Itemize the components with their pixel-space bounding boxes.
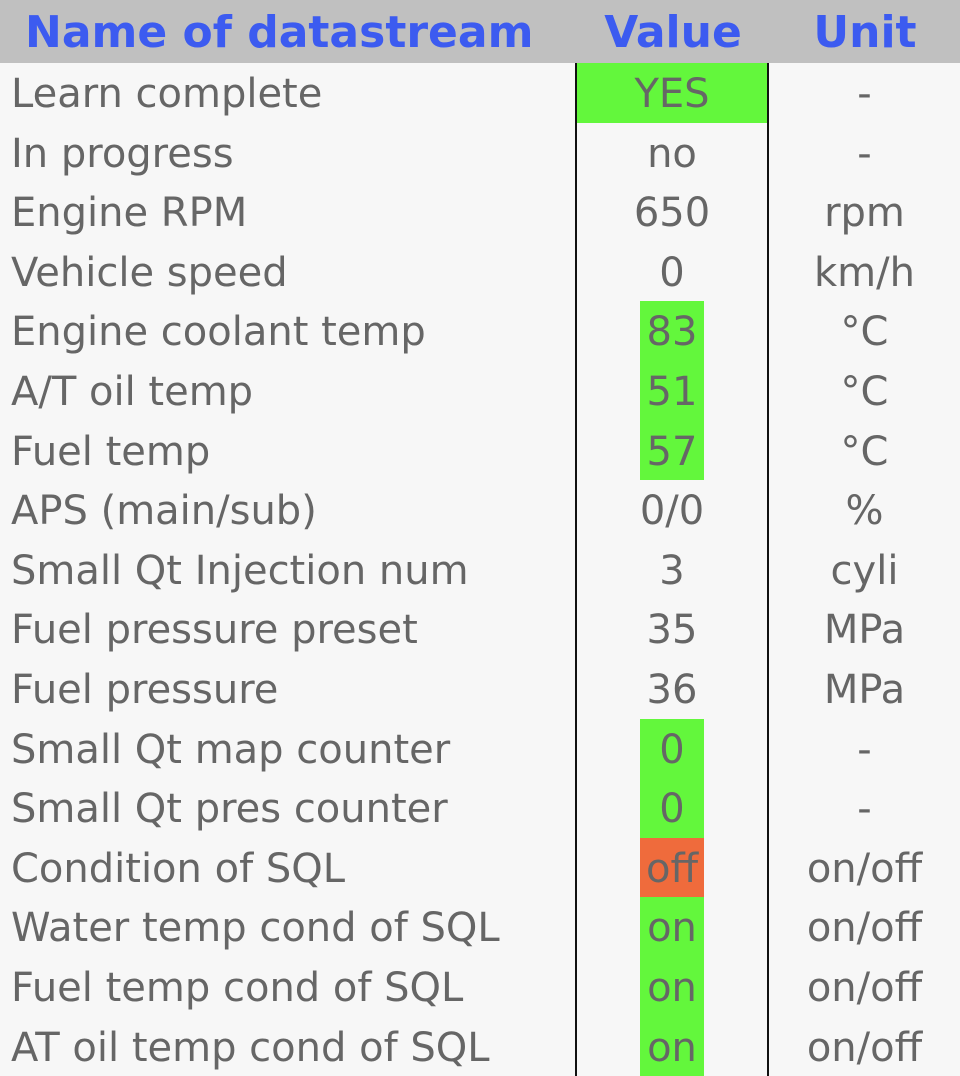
datastream-value-cell: 0 bbox=[577, 718, 767, 779]
datastream-value: 650 bbox=[633, 190, 711, 237]
datastream-unit: - bbox=[857, 786, 872, 833]
value-column-left-border bbox=[575, 63, 577, 1076]
datastream-list[interactable]: Learn complete YES - In progress no - Engine R… bbox=[0, 63, 960, 1076]
table-row[interactable]: Water temp cond of SQL on on/off bbox=[0, 897, 960, 957]
datastream-value-highlighted: off bbox=[640, 837, 704, 898]
datastream-unit: km/h bbox=[814, 249, 915, 296]
datastream-value-cell: 57 bbox=[577, 420, 767, 481]
datastream-name: In progress bbox=[11, 130, 234, 177]
datastream-value-cell: YES bbox=[577, 63, 767, 123]
datastream-value-cell: 3 bbox=[577, 540, 767, 600]
datastream-name: AT oil temp cond of SQL bbox=[11, 1024, 490, 1071]
header-value-column: Value bbox=[604, 7, 742, 58]
datastream-unit: rpm bbox=[824, 190, 905, 237]
datastream-unit: - bbox=[857, 71, 872, 117]
datastream-unit: on/off bbox=[806, 1024, 923, 1071]
datastream-value: 0/0 bbox=[639, 488, 705, 535]
datastream-value: 36 bbox=[646, 666, 698, 713]
datastream-unit: °C bbox=[840, 428, 889, 475]
datastream-value-highlighted: 0 bbox=[640, 718, 704, 779]
datastream-value-highlighted: on bbox=[640, 956, 704, 1017]
datastream-value-cell: 650 bbox=[577, 182, 767, 242]
table-row[interactable]: Fuel pressure 36 MPa bbox=[0, 659, 960, 719]
table-row[interactable]: AT oil temp cond of SQL on on/off bbox=[0, 1016, 960, 1076]
table-header: Name of datastream Value Unit bbox=[0, 0, 960, 63]
table-row[interactable]: Small Qt pres counter 0 - bbox=[0, 778, 960, 838]
datastream-name: APS (main/sub) bbox=[11, 488, 317, 535]
datastream-value-cell: no bbox=[577, 123, 767, 183]
table-row[interactable]: Small Qt map counter 0 - bbox=[0, 718, 960, 779]
datastream-unit: on/off bbox=[806, 905, 923, 952]
datastream-unit: on/off bbox=[806, 845, 923, 892]
datastream-value-cell: off bbox=[577, 837, 767, 898]
datastream-unit: on/off bbox=[806, 964, 923, 1011]
datastream-value: no bbox=[647, 130, 697, 177]
table-row[interactable]: Condition of SQL off on/off bbox=[0, 837, 960, 898]
datastream-value-cell: 83 bbox=[577, 301, 767, 361]
datastream-unit: °C bbox=[840, 368, 889, 415]
datastream-name: Engine coolant temp bbox=[11, 309, 426, 356]
datastream-value-cell: on bbox=[577, 897, 767, 957]
table-row[interactable]: APS (main/sub) 0/0% bbox=[0, 480, 960, 540]
header-unit-column: Unit bbox=[813, 7, 917, 58]
table-row[interactable]: Fuel pressure preset 35 MPa bbox=[0, 599, 960, 659]
table-row[interactable]: In progress no - bbox=[0, 123, 960, 183]
datastream-unit: °C bbox=[840, 309, 889, 356]
datastream-name: Fuel pressure preset bbox=[11, 607, 418, 654]
datastream-value-cell: 0 bbox=[577, 778, 767, 838]
datastream-value-highlighted: YES bbox=[577, 63, 767, 123]
datastream-value: 0 bbox=[659, 249, 685, 296]
datastream-value-cell: 0 bbox=[577, 242, 767, 302]
datastream-value-cell: 51 bbox=[577, 360, 767, 421]
datastream-value-cell: on bbox=[577, 1016, 767, 1076]
datastream-name: Condition of SQL bbox=[11, 845, 346, 892]
value-column-right-border bbox=[767, 63, 769, 1076]
table-row[interactable]: Learn complete YES - bbox=[0, 63, 960, 123]
datastream-value-highlighted: 51 bbox=[640, 360, 704, 421]
table-row[interactable]: Fuel temp cond of SQL on on/off bbox=[0, 956, 960, 1017]
datastream-unit: MPa bbox=[823, 607, 906, 654]
datastream-value-highlighted: 0 bbox=[640, 778, 704, 838]
datastream-value-cell: 0/0 bbox=[577, 480, 767, 540]
datastream-value-cell: 35 bbox=[577, 599, 767, 659]
table-row[interactable]: Vehicle speed 0 km/h bbox=[0, 242, 960, 302]
datastream-unit: - bbox=[857, 726, 872, 773]
datastream-value-cell: on bbox=[577, 956, 767, 1017]
datastream-name: Vehicle speed bbox=[11, 249, 288, 296]
datastream-unit: - bbox=[857, 130, 872, 177]
datastream-value: 35 bbox=[646, 607, 698, 654]
datastream-value-highlighted: on bbox=[640, 1016, 704, 1076]
datastream-unit: % bbox=[845, 488, 884, 535]
datastream-value-highlighted: on bbox=[640, 897, 704, 957]
datastream-value-highlighted: 83 bbox=[640, 301, 704, 361]
datastream-name: Engine RPM bbox=[11, 190, 248, 237]
datastream-name: Small Qt map counter bbox=[11, 726, 451, 773]
datastream-name: Fuel temp bbox=[11, 428, 211, 475]
table-row[interactable]: Engine RPM 650 rpm bbox=[0, 182, 960, 242]
datastream-unit: MPa bbox=[823, 666, 906, 713]
datastream-name: Small Qt Injection num bbox=[11, 547, 469, 594]
datastream-name: Water temp cond of SQL bbox=[11, 905, 500, 952]
table-row[interactable]: Fuel temp 57 °C bbox=[0, 420, 960, 481]
datastream-name: Learn complete bbox=[11, 71, 323, 117]
table-row[interactable]: Small Qt Injection num 3 cyli bbox=[0, 540, 960, 600]
header-name-column: Name of datastream bbox=[25, 7, 534, 58]
datastream-unit: cyli bbox=[830, 547, 899, 594]
datastream-value-highlighted: 57 bbox=[640, 420, 704, 481]
table-row[interactable]: Engine coolant temp 83 °C bbox=[0, 301, 960, 361]
datastream-name: Small Qt pres counter bbox=[11, 786, 448, 833]
datastream-name: Fuel pressure bbox=[11, 666, 279, 713]
datastream-name: A/T oil temp bbox=[11, 368, 254, 415]
datastream-name: Fuel temp cond of SQL bbox=[11, 964, 464, 1011]
datastream-value-cell: 36 bbox=[577, 659, 767, 719]
table-row[interactable]: A/T oil temp 51 °C bbox=[0, 360, 960, 421]
datastream-value: 3 bbox=[659, 547, 685, 594]
